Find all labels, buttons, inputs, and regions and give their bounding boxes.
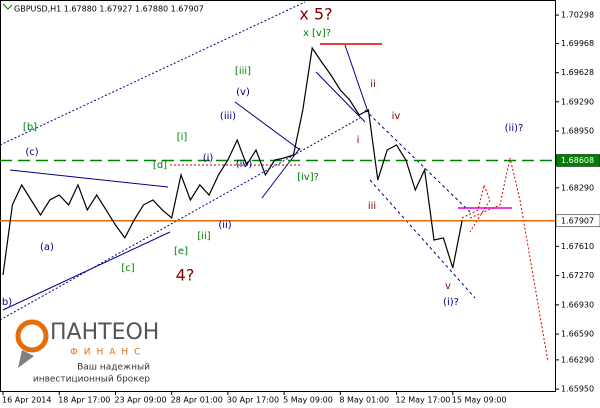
level-box	[555, 154, 600, 167]
level-label: 1.67907	[561, 216, 594, 225]
x-tick-label: 23 Apr 09:00	[114, 396, 166, 405]
logo-brand: ПАНТЕОН	[50, 320, 159, 345]
wave-label: (v)	[236, 87, 250, 98]
wave-label: [ii]	[197, 231, 210, 242]
y-tick-label: 1.68950	[561, 127, 594, 136]
plot-frame	[0, 0, 556, 392]
y-tick-label: 1.66590	[561, 330, 594, 339]
logo: ПАНТЕОН ФИНАНС Ваш надежный инвестиционн…	[15, 319, 159, 385]
y-tick-label: 1.69628	[561, 68, 594, 77]
analysis-lines	[0, 1, 549, 363]
wave-label: (iv)	[236, 159, 253, 170]
x-tick-label: 12 May 17:00	[396, 396, 451, 405]
x-tick-label: 16 Apr 2014	[2, 396, 51, 405]
wave-label: iv	[392, 111, 401, 122]
wave-label: ii	[370, 79, 376, 90]
x-tick-label: 18 Apr 17:00	[58, 396, 110, 405]
wave-label: (iii)	[220, 111, 236, 122]
wave-label: x 5?	[299, 5, 332, 24]
wave-label: b)	[2, 297, 12, 308]
level-label: 1.68608	[561, 156, 594, 165]
wave-label: x [v]?	[303, 28, 331, 39]
wave-label: [iii]	[235, 66, 251, 77]
y-tick-label: 1.65950	[561, 385, 594, 394]
wave-label: (a)	[40, 242, 54, 253]
x-tick-label: 30 Apr 17:00	[227, 396, 279, 405]
wave-label: (c)	[25, 147, 38, 158]
wave-label: (i)	[203, 153, 214, 164]
y-tick-label: 1.69968	[561, 39, 594, 48]
wave-label: [e]	[174, 246, 188, 257]
wave-label: (i)?	[443, 297, 459, 308]
wave-label: v	[445, 281, 451, 292]
logo-line: инвестиционный брокер	[33, 375, 150, 385]
logo-sub: ФИНАНС	[70, 348, 146, 358]
level-box	[555, 214, 600, 228]
wave-label: i	[357, 135, 360, 146]
wave-label: (ii)	[218, 220, 231, 231]
wave-label: [b]	[23, 122, 37, 133]
logo-line: Ваш надежный	[77, 363, 150, 373]
x-tick-label: 8 May 01:00	[339, 396, 389, 405]
title-icon	[2, 3, 13, 10]
wave-label: [i]	[177, 132, 188, 143]
chart-title: GBPUSD,H1 1.67880 1.67927 1.67880 1.6790…	[14, 5, 204, 14]
wave-label: iii	[368, 201, 376, 212]
y-tick-label: 1.68290	[561, 183, 594, 192]
y-tick-label: 1.70298	[561, 11, 594, 20]
y-tick-label: 1.66290	[561, 355, 594, 364]
y-tick-label: 1.69290	[561, 97, 594, 106]
wave-label: (ii)?	[505, 123, 524, 134]
y-tick-label: 1.67610	[561, 242, 594, 251]
wave-label: [iv]?	[297, 172, 319, 183]
price-line	[2, 46, 463, 275]
x-tick-label: 15 May 09:00	[452, 396, 507, 405]
wave-label: 4?	[176, 266, 195, 285]
wave-label: [c]	[121, 263, 134, 274]
x-tick-label: 5 May 09:00	[283, 396, 333, 405]
wave-label: [d]	[153, 160, 167, 171]
y-tick-label: 1.66930	[561, 300, 594, 309]
y-tick-label: 1.67270	[561, 271, 594, 280]
x-tick-label: 28 Apr 01:00	[171, 396, 223, 405]
